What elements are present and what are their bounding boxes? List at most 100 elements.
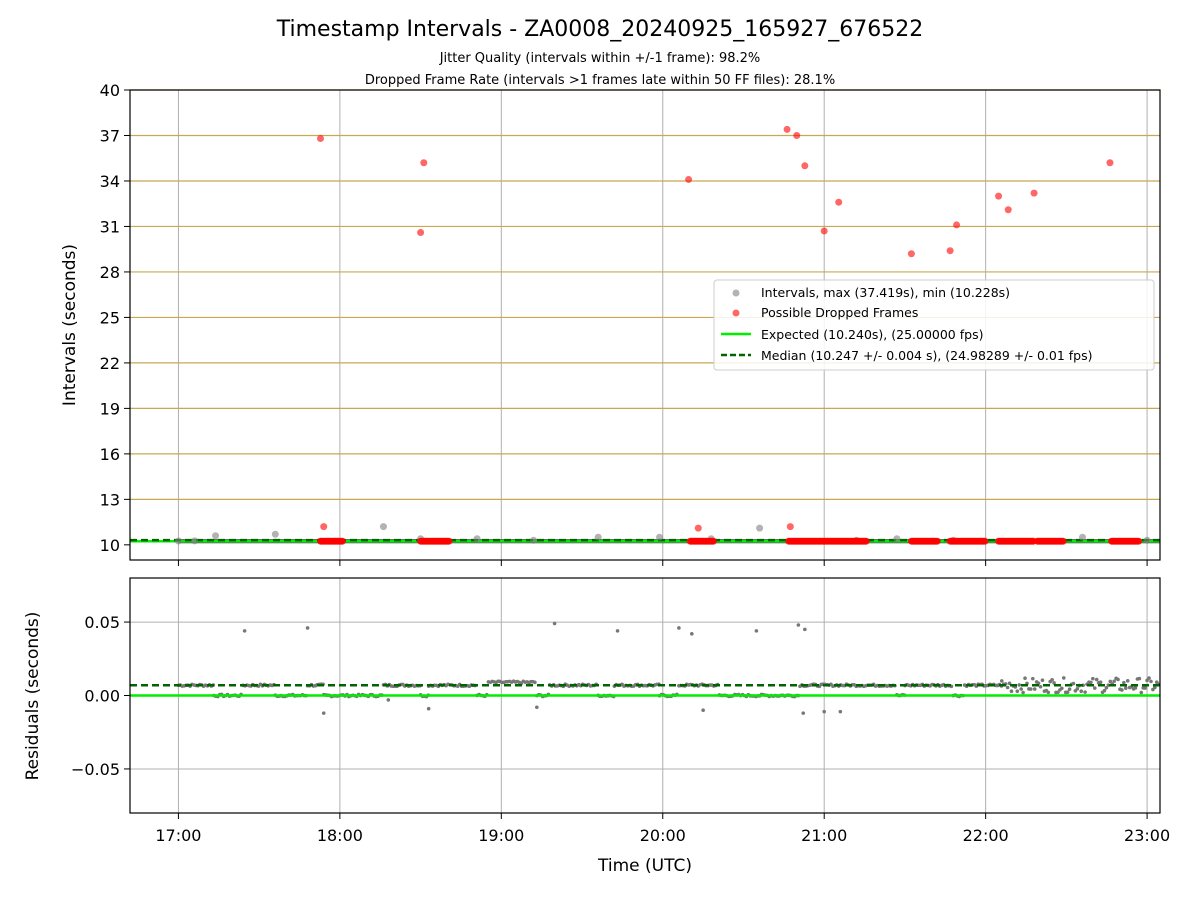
time-x-tick-label: 23:00 <box>1124 826 1170 845</box>
time-x-tick-label: 21:00 <box>801 826 847 845</box>
intervals-axes-frame <box>129 89 1161 561</box>
intervals-y-tick-label: 37 <box>100 126 120 145</box>
dropped-frame-point <box>786 523 794 531</box>
residual-point <box>1067 687 1072 692</box>
residual-point <box>1120 688 1124 692</box>
intervals-plot: 10 13 16 19 22 25 28 31 34 37 40 <box>100 81 1161 566</box>
dropped-frame-point <box>1135 537 1143 545</box>
time-x-tick-label: 22:00 <box>963 826 1009 845</box>
residual-outlier-point <box>690 632 694 636</box>
dropped-frame-point <box>317 135 325 143</box>
residual-point <box>1139 690 1144 695</box>
dropped-frame-point <box>320 523 328 531</box>
legend-median-label: Median (10.247 +/- 0.004 s), (24.98289 +… <box>761 348 1092 363</box>
residuals-plot: −0.05 0.00 0.05 17:00 18:00 19:00 20:00 21:00 22… <box>71 577 1170 845</box>
dropped-frame-point <box>907 250 915 258</box>
residual-point <box>1116 677 1120 682</box>
residual-point <box>1065 690 1070 695</box>
interval-point <box>379 523 387 531</box>
dropped-frame-point <box>685 175 693 183</box>
residual-outlier-point <box>701 708 705 712</box>
residual-outlier-point <box>677 626 681 630</box>
residual-point <box>1104 685 1109 690</box>
residual-point <box>1029 687 1033 691</box>
residual-point <box>1147 676 1151 680</box>
residual-point <box>1149 679 1153 684</box>
time-x-tick-label: 19:00 <box>478 826 524 845</box>
intervals-y-tick-label: 22 <box>100 354 120 373</box>
residuals-y-axis-label: Residuals (seconds) <box>23 612 43 781</box>
chart-title: Timestamp Intervals - ZA0008_20240925_16… <box>276 17 924 42</box>
residual-point <box>1050 678 1054 682</box>
residual-point <box>1112 679 1116 684</box>
dropped-frame-point <box>709 537 717 545</box>
interval-point <box>212 532 220 540</box>
residual-point <box>1017 683 1022 687</box>
dropped-frame-point <box>933 537 941 545</box>
residual-point <box>1091 676 1095 681</box>
interval-point <box>473 535 481 543</box>
dropped-frame-point <box>420 159 428 167</box>
residual-outlier-point <box>321 711 326 715</box>
residual-point <box>999 679 1004 683</box>
residual-point <box>1153 685 1157 690</box>
legend-dropped-marker <box>732 309 740 317</box>
dropped-frame-point <box>820 227 828 235</box>
residual-point <box>1094 677 1099 682</box>
dropped-frame-point <box>801 162 809 170</box>
residual-outlier-point <box>754 629 759 633</box>
residual-outlier-point <box>801 711 806 715</box>
interval-point <box>1079 533 1087 541</box>
residual-point <box>1089 680 1093 685</box>
legend-intervals-marker <box>732 289 740 297</box>
residual-outlier-point <box>552 621 557 626</box>
dropped-frame-point <box>981 537 989 545</box>
intervals-y-tick-label: 13 <box>100 490 120 509</box>
intervals-y-tick-label: 16 <box>100 445 120 464</box>
residual-outlier-point <box>822 709 827 714</box>
dropped-frame-point <box>953 221 961 229</box>
dropped-frame-point <box>1106 159 1114 167</box>
residual-point <box>1071 681 1076 686</box>
residual-point <box>1133 686 1138 690</box>
residuals-y-tick-label: −0.05 <box>71 760 120 779</box>
residual-point <box>1083 690 1087 694</box>
residual-point <box>1108 679 1113 684</box>
dropped-frame-point <box>1059 537 1067 545</box>
legend-intervals-label: Intervals, max (37.419s), min (10.228s) <box>761 285 1010 300</box>
interval-point <box>656 533 664 541</box>
dropped-frame-point <box>417 229 425 237</box>
residual-point <box>1019 687 1023 691</box>
residual-outlier-point <box>838 709 843 714</box>
residual-point <box>1092 686 1097 690</box>
time-x-tick-label: 17:00 <box>155 826 201 845</box>
residual-point <box>1030 676 1035 681</box>
residual-point <box>1021 690 1025 695</box>
residual-point <box>1137 676 1142 681</box>
legend-dropped-label: Possible Dropped Frames <box>761 305 918 320</box>
dropped-frame-point <box>793 131 801 139</box>
residual-point <box>1098 680 1103 685</box>
intervals-y-tick-label: 28 <box>100 263 120 282</box>
residual-outlier-point <box>242 629 247 633</box>
interval-point <box>271 530 279 538</box>
residual-point <box>1061 676 1066 680</box>
chart-legend: Intervals, max (37.419s), min (10.228s) … <box>713 279 1155 371</box>
residual-point <box>533 680 537 685</box>
residual-point <box>1056 690 1060 695</box>
residual-point <box>1079 689 1084 694</box>
residual-outlier-point <box>796 623 801 627</box>
residual-point <box>1015 689 1020 694</box>
legend-expected-label: Expected (10.240s), (25.00000 fps) <box>761 327 983 342</box>
interval-point <box>893 535 901 543</box>
intervals-y-tick-label: 10 <box>100 536 120 555</box>
residual-outlier-point <box>615 629 620 633</box>
residual-point <box>1009 689 1014 694</box>
dropped-frame-point <box>1004 206 1012 214</box>
residual-point <box>1075 687 1080 691</box>
dropped-frame-point <box>862 537 870 545</box>
intervals-y-tick-label: 25 <box>100 308 120 327</box>
residual-point <box>1040 678 1045 683</box>
